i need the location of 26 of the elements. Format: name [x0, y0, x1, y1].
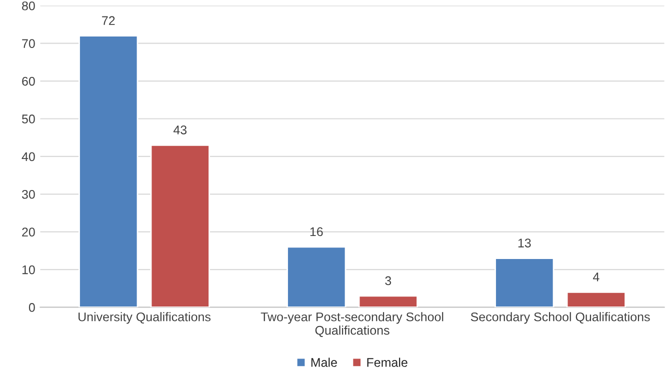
data-label: 72 — [102, 16, 115, 25]
x-tick-label: University Qualifications — [78, 312, 211, 324]
data-label: 3 — [385, 276, 392, 286]
x-tick-label: Secondary School Qualifications — [470, 312, 650, 324]
y-tick-label: 80 — [22, 1, 35, 10]
y-tick-label: 10 — [22, 265, 35, 274]
bar — [150, 144, 210, 308]
data-label: 13 — [518, 238, 531, 248]
bar — [358, 295, 418, 308]
data-label: 43 — [173, 125, 187, 134]
y-tick-label: 0 — [28, 303, 35, 312]
y-tick-label: 50 — [22, 114, 35, 124]
data-label: 16 — [310, 227, 323, 236]
bar — [566, 291, 626, 308]
legend-label: Female — [367, 358, 408, 367]
y-tick-label: 60 — [22, 76, 35, 86]
y-tick-label: 20 — [22, 228, 35, 237]
bar — [78, 35, 138, 308]
data-label: 4 — [592, 272, 600, 282]
y-tick-label: 70 — [22, 39, 35, 48]
y-tick-label: 30 — [22, 190, 35, 199]
legend-label: Male — [311, 358, 337, 367]
y-tick-label: 40 — [22, 152, 35, 162]
x-tick-label: Two-year Post-secondary School Qualifications — [260, 312, 444, 337]
bar — [494, 258, 554, 308]
bar — [286, 246, 346, 308]
